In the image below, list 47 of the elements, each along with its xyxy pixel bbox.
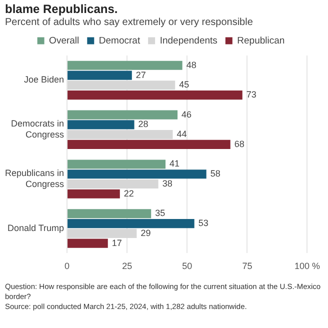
data-label: 45 (179, 80, 190, 90)
y-tick-label: Democrats in Congress (11, 118, 65, 140)
bar (68, 238, 108, 248)
data-label: 53 (198, 218, 208, 228)
data-label: 28 (138, 119, 148, 130)
bar (68, 228, 137, 238)
bar (68, 80, 176, 90)
data-label: 29 (140, 228, 151, 238)
y-tick-label: Donald Trump (8, 222, 64, 233)
x-tick-label: 50 (182, 261, 192, 272)
x-tick-label: 75 (242, 261, 252, 272)
bar (68, 60, 182, 70)
legend-label: Independents (160, 35, 218, 46)
bar (68, 120, 134, 130)
legend-label: Overall (49, 35, 80, 46)
bar (68, 219, 194, 228)
data-label: 68 (234, 138, 244, 149)
bar (68, 209, 152, 218)
bar (68, 130, 173, 140)
x-tick-label: 100 % (294, 261, 320, 272)
bar (68, 70, 132, 80)
data-label: 41 (170, 158, 180, 169)
bar (68, 179, 158, 189)
bar (68, 140, 230, 150)
x-tick-label: 0 (64, 261, 70, 272)
data-label: 17 (112, 238, 122, 248)
data-label: 44 (176, 129, 187, 140)
data-label: 38 (162, 178, 172, 188)
legend-label: Democrat (98, 35, 140, 46)
bar (68, 160, 166, 169)
data-label: 73 (246, 90, 256, 100)
legend-label: Republican (237, 35, 285, 46)
bar (68, 90, 242, 100)
bar (68, 110, 178, 120)
data-label: 27 (136, 70, 146, 80)
data-label: 58 (210, 168, 220, 179)
data-label: 35 (155, 208, 166, 218)
bar (68, 189, 120, 198)
y-tick-label: Joe Biden (24, 74, 64, 85)
y-tick-label: Republicans in Congress (4, 168, 65, 189)
chart-title: blame Republicans. (5, 2, 119, 16)
data-label: 48 (186, 60, 196, 70)
chart-subtitle: Percent of adults who say extremely or very responsible (5, 17, 254, 28)
x-tick-label: 25 (122, 261, 132, 272)
data-label: 46 (182, 109, 192, 120)
data-label: 22 (124, 188, 134, 198)
bar (68, 170, 206, 179)
